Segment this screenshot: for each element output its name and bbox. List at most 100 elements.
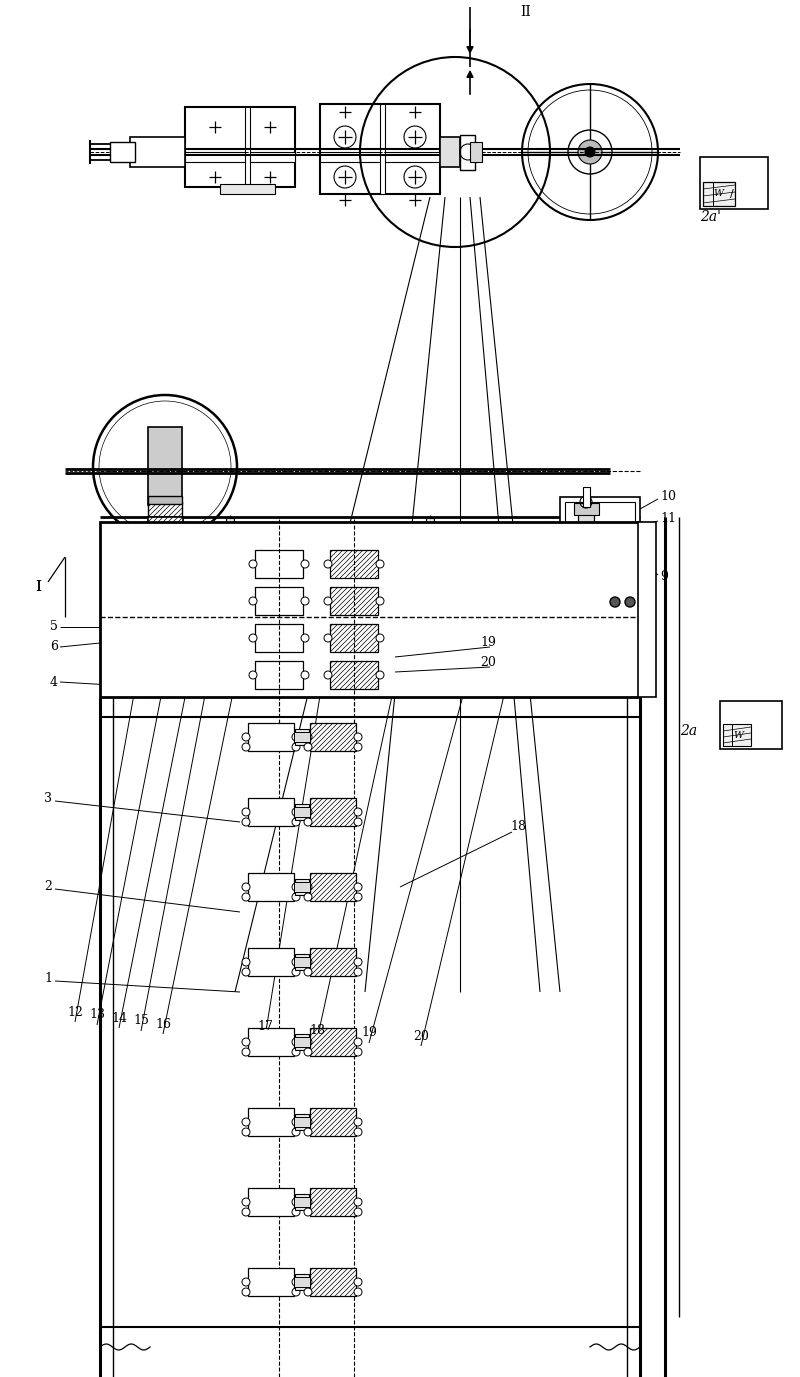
Bar — [185, 151, 295, 162]
Text: 9: 9 — [660, 570, 668, 584]
Bar — [255, 661, 303, 688]
Circle shape — [354, 894, 362, 901]
Bar — [295, 954, 309, 969]
Bar — [320, 151, 440, 162]
Circle shape — [242, 958, 250, 967]
Circle shape — [292, 808, 300, 817]
Bar — [295, 1114, 309, 1131]
Text: 15: 15 — [133, 1015, 149, 1027]
Bar — [295, 879, 309, 895]
Bar — [320, 105, 440, 194]
Bar — [248, 1029, 294, 1056]
Circle shape — [578, 140, 602, 164]
Bar — [470, 142, 482, 162]
Circle shape — [324, 633, 332, 642]
Bar — [248, 1268, 294, 1296]
Bar — [294, 1037, 310, 1047]
Circle shape — [242, 818, 250, 826]
Circle shape — [292, 968, 300, 976]
Circle shape — [324, 560, 332, 567]
Text: 4: 4 — [50, 676, 58, 688]
Bar — [185, 107, 295, 187]
Circle shape — [242, 1198, 250, 1206]
Bar — [330, 549, 378, 578]
Circle shape — [304, 1048, 312, 1056]
Circle shape — [242, 808, 250, 817]
Text: II: II — [520, 6, 530, 19]
Circle shape — [292, 1198, 300, 1206]
Text: 14: 14 — [111, 1012, 127, 1024]
Text: 2a': 2a' — [700, 211, 721, 224]
Circle shape — [376, 560, 384, 567]
Circle shape — [304, 1287, 312, 1296]
Circle shape — [354, 1198, 362, 1206]
Bar — [575, 536, 597, 587]
Bar — [638, 522, 656, 697]
Bar — [303, 527, 333, 560]
Circle shape — [292, 883, 300, 891]
Circle shape — [292, 1278, 300, 1286]
Text: 19: 19 — [361, 1026, 377, 1040]
Circle shape — [354, 744, 362, 750]
Circle shape — [354, 808, 362, 817]
Circle shape — [585, 147, 595, 157]
Circle shape — [304, 1128, 312, 1136]
Circle shape — [354, 958, 362, 967]
Bar — [295, 728, 309, 745]
Text: 17: 17 — [257, 1020, 273, 1034]
Circle shape — [292, 1048, 300, 1056]
Bar — [700, 157, 768, 209]
Bar — [220, 185, 275, 194]
Bar — [148, 516, 183, 558]
Bar — [574, 503, 599, 515]
Circle shape — [610, 598, 620, 607]
Bar — [110, 142, 135, 162]
Circle shape — [304, 1118, 312, 1126]
Circle shape — [376, 633, 384, 642]
Circle shape — [301, 671, 309, 679]
Text: 13: 13 — [89, 1008, 105, 1022]
Circle shape — [249, 633, 257, 642]
Circle shape — [304, 1198, 312, 1206]
Circle shape — [376, 671, 384, 679]
Bar — [148, 503, 182, 522]
Text: 20: 20 — [480, 655, 496, 668]
Text: 18: 18 — [510, 821, 526, 833]
Circle shape — [354, 1048, 362, 1056]
Circle shape — [301, 560, 309, 567]
Text: I: I — [35, 580, 41, 593]
Bar — [460, 135, 475, 169]
Circle shape — [304, 808, 312, 817]
Circle shape — [301, 633, 309, 642]
Circle shape — [304, 958, 312, 967]
Bar — [310, 1029, 356, 1056]
Circle shape — [354, 1038, 362, 1047]
Circle shape — [242, 1038, 250, 1047]
Bar — [310, 799, 356, 826]
Bar — [248, 1108, 294, 1136]
Text: 18: 18 — [309, 1023, 325, 1037]
Bar — [295, 1034, 309, 1051]
Text: 16: 16 — [155, 1018, 171, 1030]
Bar — [310, 873, 356, 901]
Bar — [226, 518, 234, 526]
Bar — [294, 883, 310, 892]
Bar — [294, 733, 310, 742]
Circle shape — [292, 894, 300, 901]
Bar — [248, 723, 294, 750]
Bar — [248, 873, 294, 901]
Circle shape — [292, 1128, 300, 1136]
Circle shape — [249, 671, 257, 679]
Text: 20: 20 — [413, 1030, 429, 1042]
Circle shape — [324, 671, 332, 679]
Circle shape — [354, 1278, 362, 1286]
Bar — [255, 549, 303, 578]
Circle shape — [242, 968, 250, 976]
Bar — [248, 1188, 294, 1216]
Circle shape — [242, 1128, 250, 1136]
Circle shape — [242, 744, 250, 750]
Circle shape — [292, 1118, 300, 1126]
Circle shape — [301, 598, 309, 605]
Bar — [255, 587, 303, 616]
Circle shape — [242, 1287, 250, 1296]
